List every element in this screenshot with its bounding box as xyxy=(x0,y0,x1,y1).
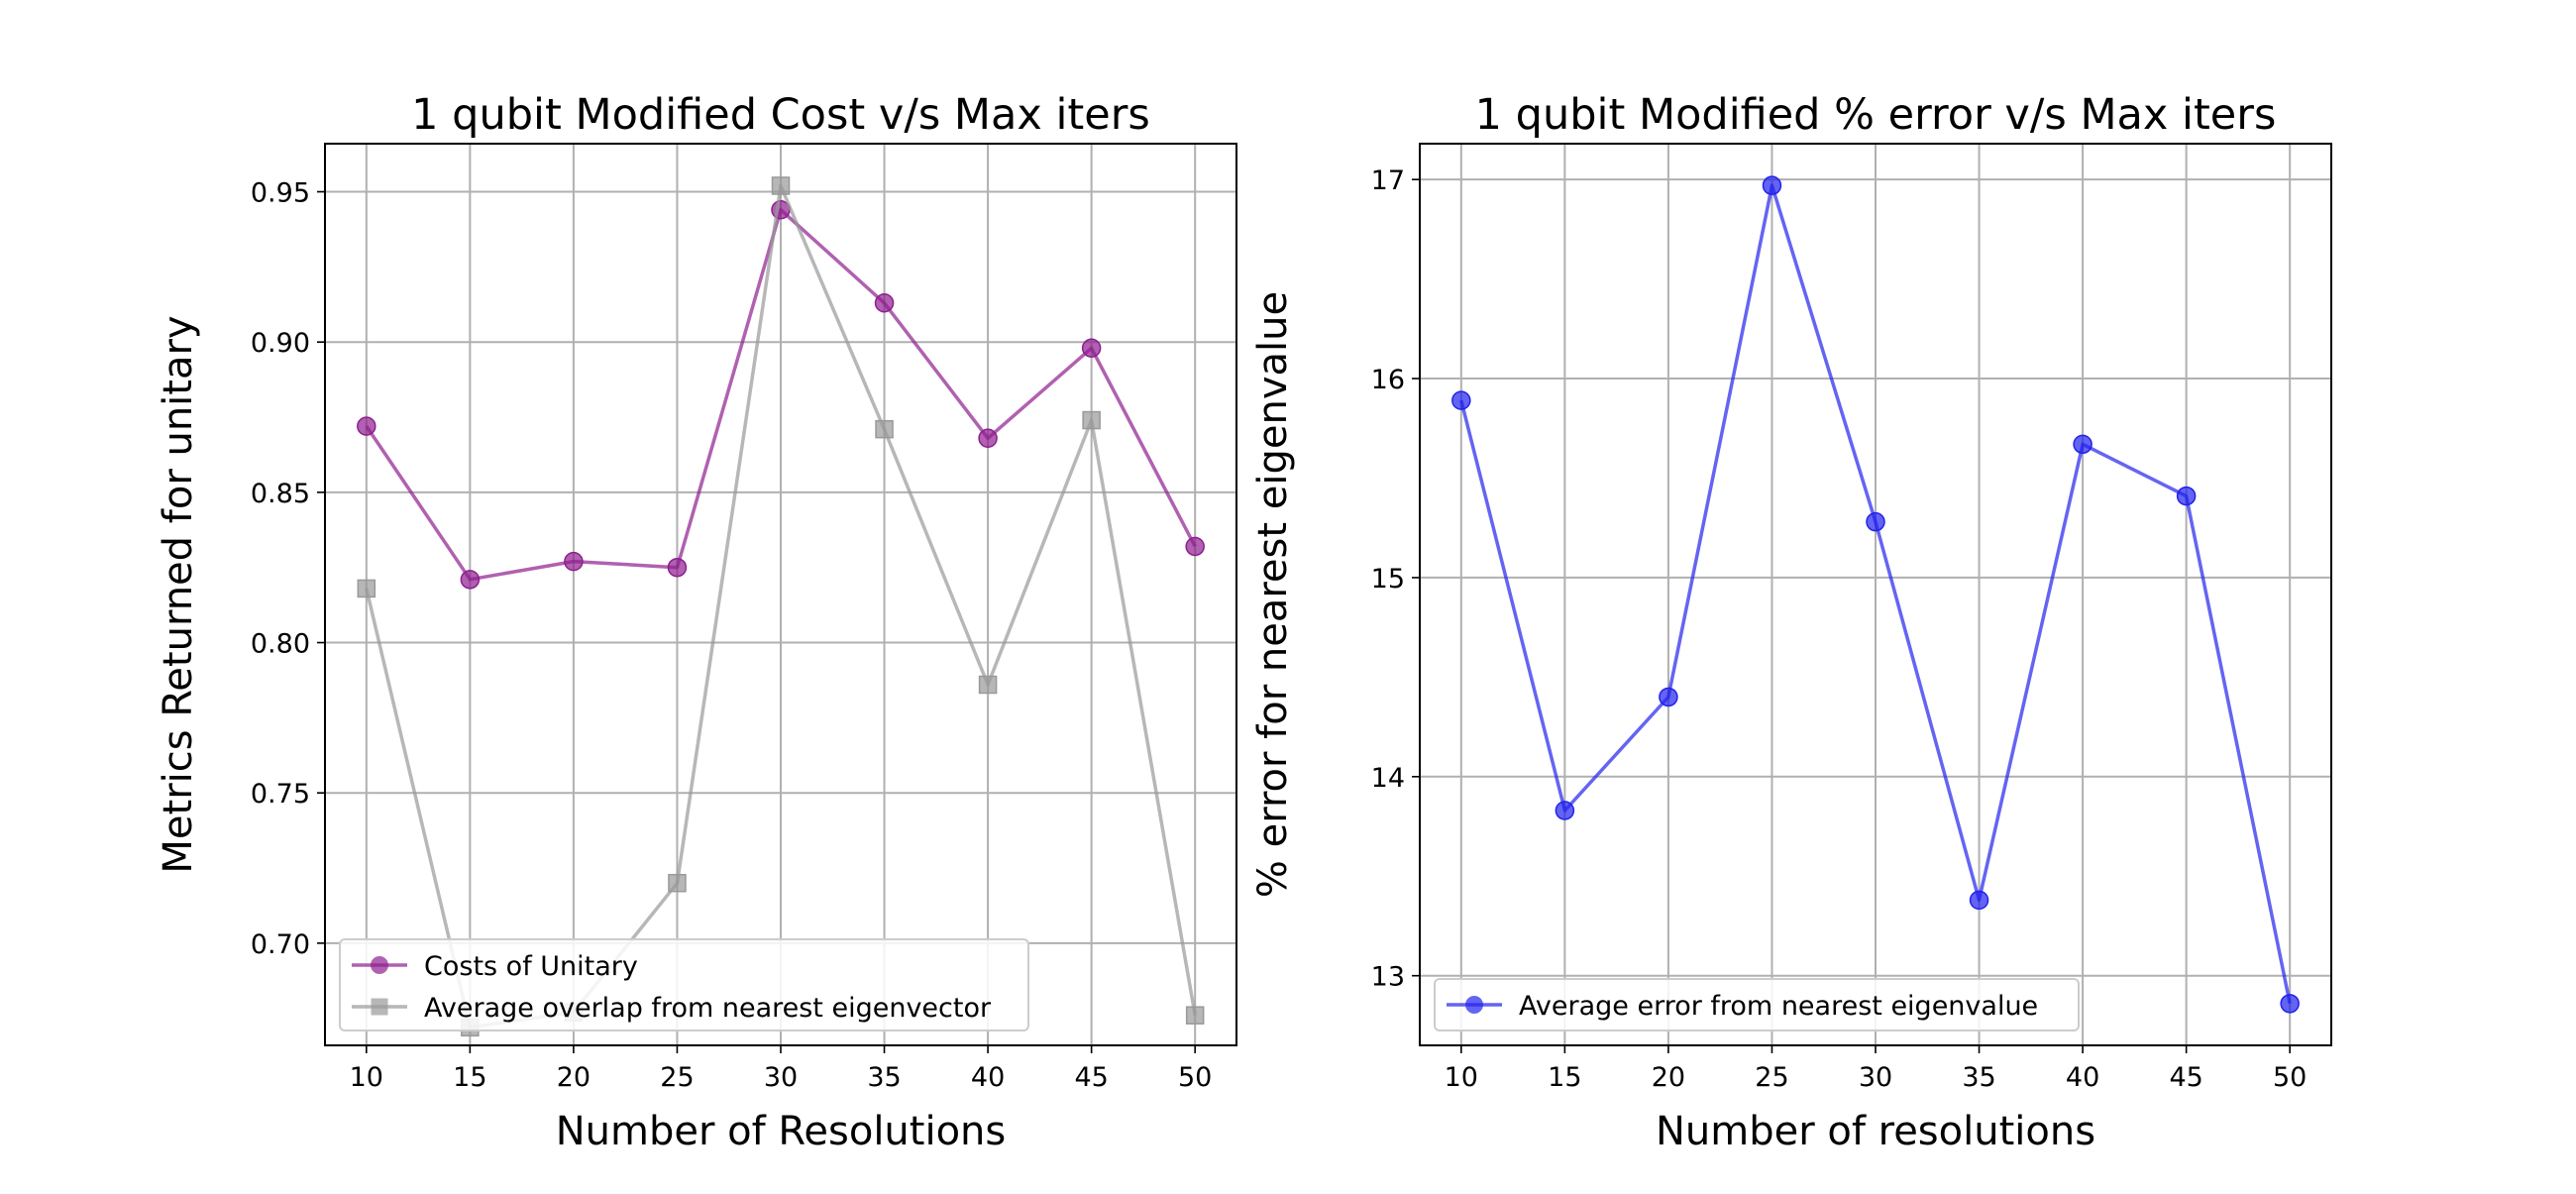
y-tick-label: 0.70 xyxy=(251,929,310,960)
legend-box xyxy=(339,938,1029,1031)
y-tick-label: 15 xyxy=(1371,564,1405,595)
data-point xyxy=(875,419,894,439)
data-point xyxy=(1659,687,1678,707)
cost-chart: 10 15 20 25 30 35 40 45 50 0.70 0.75 0.80 0.85 0.90 0.… xyxy=(156,90,1237,1154)
x-axis-label: Number of Resolutions xyxy=(556,1109,1007,1154)
data-point xyxy=(978,428,998,449)
x-tick-label: 25 xyxy=(1755,1062,1788,1093)
legend-label: Average overlap from nearest eigenvector xyxy=(424,993,992,1024)
axes-frame xyxy=(1419,143,2332,1046)
data-point xyxy=(668,873,687,893)
data-point xyxy=(1185,1006,1205,1025)
data-point xyxy=(1969,890,1989,911)
legend-marker xyxy=(371,998,388,1016)
x-tick-label: 20 xyxy=(557,1062,590,1093)
y-tick-label: 14 xyxy=(1371,763,1405,794)
legend-marker xyxy=(1465,996,1483,1014)
legend-marker xyxy=(371,956,388,974)
data-point xyxy=(2073,434,2093,455)
x-tick-label: 10 xyxy=(350,1062,383,1093)
chart-title: 1 qubit Modified % error v/s Max iters xyxy=(1475,90,2277,140)
legend: Average error from nearest eigenvalue xyxy=(1434,978,2080,1031)
data-point xyxy=(2176,486,2197,506)
chart-title: 1 qubit Modified Cost v/s Max iters xyxy=(411,90,1150,140)
data-point xyxy=(874,293,895,313)
series-1 xyxy=(357,199,1205,590)
data-point xyxy=(460,570,481,590)
legend-box xyxy=(1434,978,2080,1031)
x-axis-label: Number of resolutions xyxy=(1656,1109,2095,1154)
data-point xyxy=(357,579,376,598)
x-tick-label: 35 xyxy=(867,1062,901,1093)
error-chart: 10 15 20 25 30 35 40 45 50 13 14 15 16 17 1 qubit Modi… xyxy=(1250,90,2332,1154)
data-point xyxy=(1762,175,1782,195)
legend: Costs of Unitary Average overlap from nea… xyxy=(339,938,1029,1031)
legend-label: Average error from nearest eigenvalue xyxy=(1519,991,2038,1022)
x-tick-label: 30 xyxy=(764,1062,798,1093)
data-point xyxy=(771,176,791,195)
x-tick-label: 50 xyxy=(1178,1062,1212,1093)
data-point xyxy=(564,551,584,572)
data-point xyxy=(667,557,688,578)
x-tick-label: 45 xyxy=(1074,1062,1108,1093)
x-tick-label: 50 xyxy=(2273,1062,2307,1093)
y-tick-label: 17 xyxy=(1371,165,1405,196)
data-point xyxy=(1555,801,1575,820)
y-tick-label: 0.85 xyxy=(251,479,310,509)
y-tick-label: 13 xyxy=(1371,962,1405,993)
axes-frame xyxy=(324,143,1237,1046)
data-point xyxy=(1185,536,1205,557)
y-tick-label: 16 xyxy=(1371,365,1405,395)
data-point xyxy=(978,675,998,695)
y-tick-label: 0.80 xyxy=(251,629,310,660)
y-tick-label: 0.90 xyxy=(251,328,310,359)
y-tick-label: 0.75 xyxy=(251,779,310,810)
series-1 xyxy=(1451,175,2300,1014)
x-tick-label: 20 xyxy=(1652,1062,1685,1093)
data-point xyxy=(1082,410,1101,430)
ticks: 10 15 20 25 30 35 40 45 50 0.70 0.75 0.80 0.85 0.90 0.… xyxy=(251,178,1212,1093)
x-tick-label: 40 xyxy=(2066,1062,2099,1093)
x-tick-label: 45 xyxy=(2169,1062,2202,1093)
x-tick-label: 40 xyxy=(971,1062,1005,1093)
data-point xyxy=(2280,994,2300,1014)
x-tick-label: 25 xyxy=(660,1062,694,1093)
data-point xyxy=(1866,511,1885,532)
data-point xyxy=(357,416,376,436)
data-point xyxy=(1451,390,1471,410)
x-tick-label: 15 xyxy=(1548,1062,1581,1093)
y-axis-label: % error for nearest eigenvalue xyxy=(1250,291,1296,898)
y-axis-label: Metrics Returned for unitary xyxy=(156,315,201,873)
x-tick-label: 15 xyxy=(453,1062,486,1093)
x-tick-label: 35 xyxy=(1962,1062,1995,1093)
legend-label: Costs of Unitary xyxy=(424,951,638,982)
y-tick-label: 0.95 xyxy=(251,178,310,209)
ticks: 10 15 20 25 30 35 40 45 50 13 14 15 16 17 xyxy=(1371,165,2308,1093)
data-point xyxy=(1081,338,1102,359)
x-tick-label: 10 xyxy=(1445,1062,1478,1093)
x-tick-label: 30 xyxy=(1859,1062,1892,1093)
